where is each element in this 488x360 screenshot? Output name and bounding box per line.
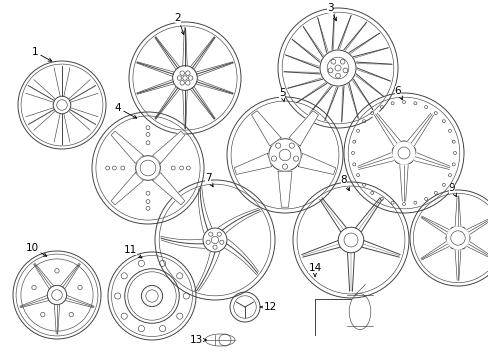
Text: 4: 4 <box>115 103 137 118</box>
Text: 6: 6 <box>394 86 402 100</box>
Polygon shape <box>395 165 411 201</box>
Text: 3: 3 <box>326 3 336 21</box>
Polygon shape <box>251 111 281 146</box>
Polygon shape <box>234 153 271 175</box>
Text: 10: 10 <box>25 243 47 256</box>
Text: 7: 7 <box>204 173 213 187</box>
Text: 8: 8 <box>340 175 348 191</box>
Text: 5: 5 <box>278 88 285 102</box>
Polygon shape <box>278 171 291 207</box>
Polygon shape <box>111 173 143 205</box>
Text: 1: 1 <box>32 47 52 61</box>
Text: 2: 2 <box>174 13 184 35</box>
Polygon shape <box>412 149 450 171</box>
Text: 12: 12 <box>260 302 276 312</box>
Text: 9: 9 <box>448 183 455 197</box>
Polygon shape <box>298 153 335 175</box>
Text: 14: 14 <box>308 263 321 276</box>
Polygon shape <box>288 111 318 146</box>
Polygon shape <box>465 215 488 236</box>
Polygon shape <box>357 149 394 171</box>
Polygon shape <box>152 131 184 163</box>
Polygon shape <box>404 112 434 148</box>
Polygon shape <box>465 240 488 261</box>
Polygon shape <box>452 250 462 280</box>
Polygon shape <box>452 196 462 226</box>
Polygon shape <box>152 173 184 205</box>
Text: 13: 13 <box>189 335 206 345</box>
Polygon shape <box>372 112 403 148</box>
Polygon shape <box>420 240 449 261</box>
Polygon shape <box>420 215 449 236</box>
Polygon shape <box>111 131 143 163</box>
Text: 11: 11 <box>123 245 142 258</box>
